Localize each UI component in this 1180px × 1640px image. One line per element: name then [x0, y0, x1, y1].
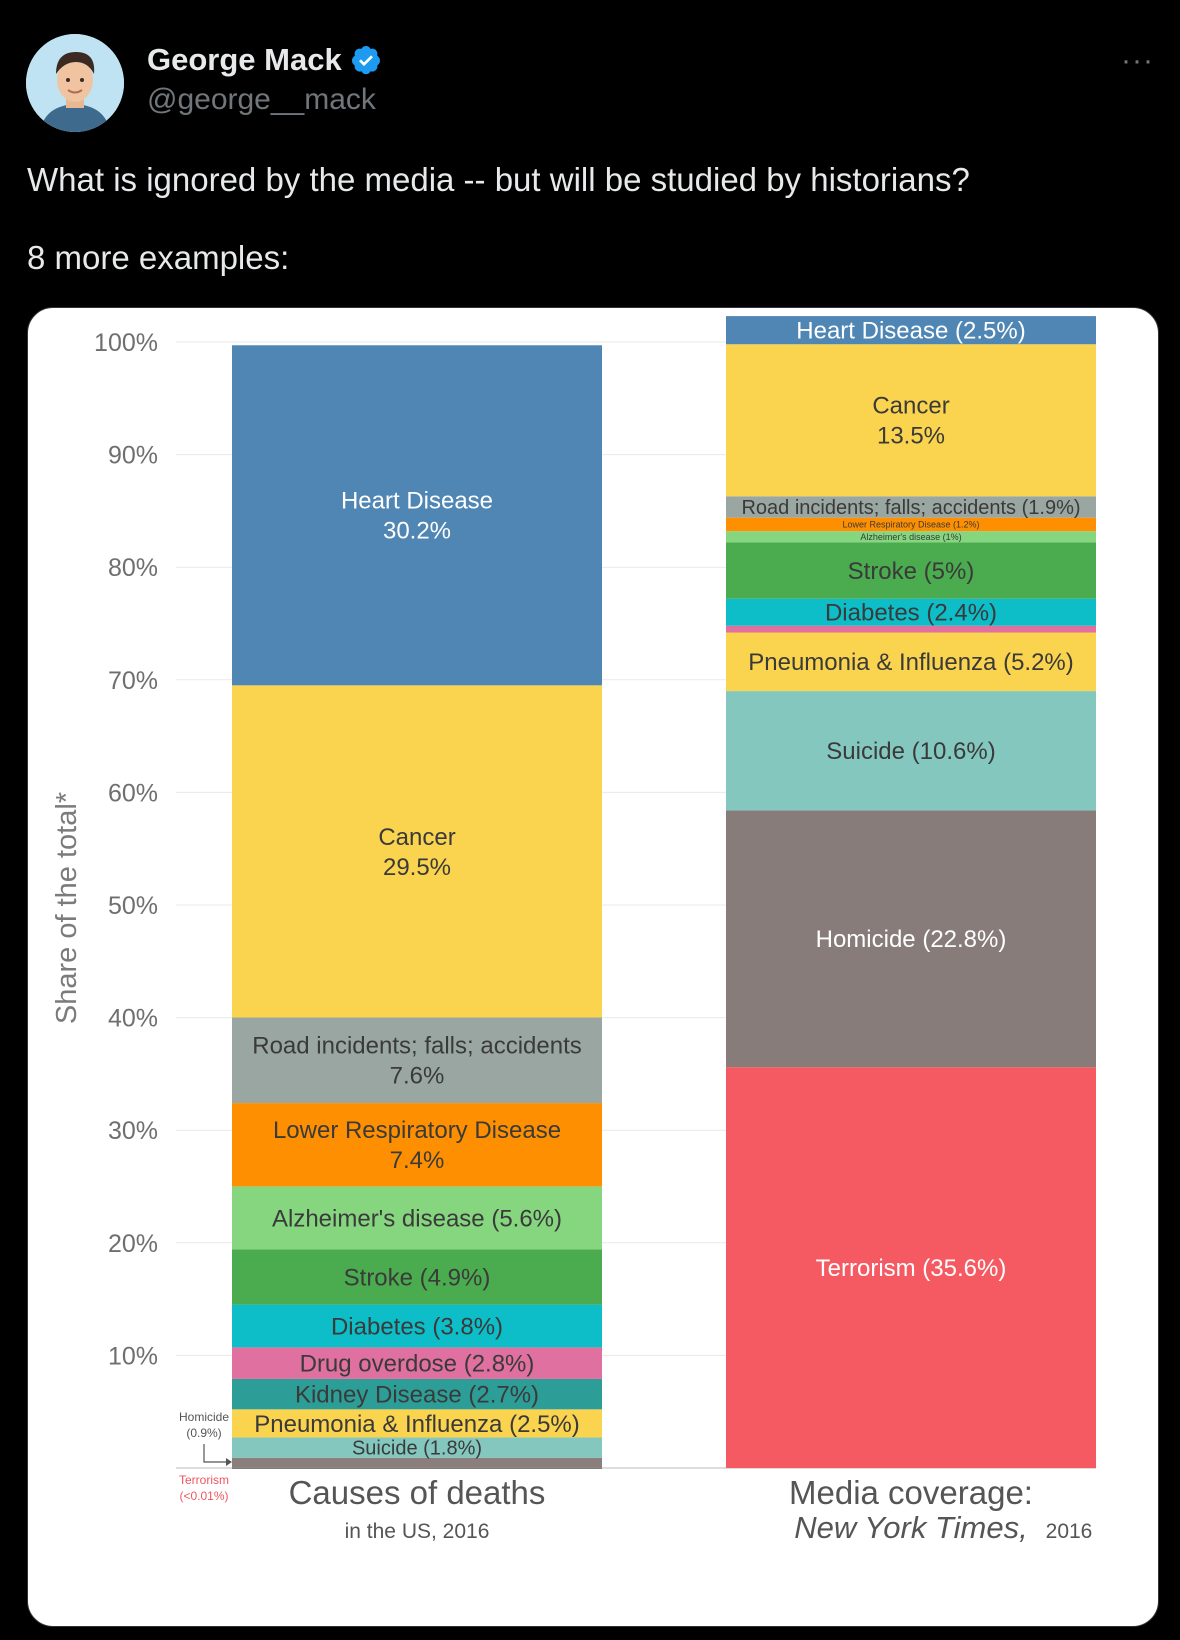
callout-arrowhead: [226, 1458, 232, 1466]
column-title: Media coverage:: [789, 1474, 1033, 1511]
segment-label: Diabetes (3.8%): [331, 1313, 503, 1340]
bar-segment: [232, 1457, 602, 1468]
more-options-icon[interactable]: ···: [1121, 44, 1154, 77]
segment-label: Suicide (10.6%): [826, 738, 995, 765]
y-tick-label: 50%: [108, 892, 158, 920]
segment-label: Pneumonia & Influenza (5.2%): [748, 649, 1074, 676]
segment-label: Pneumonia & Influenza (2.5%): [254, 1411, 580, 1438]
bar-segment: [726, 496, 1096, 518]
callout-homicide: (0.9%): [186, 1426, 221, 1440]
bar-segment: [232, 1304, 602, 1348]
y-tick-label: 10%: [108, 1342, 158, 1370]
segment-label: 7.6%: [390, 1063, 445, 1090]
bar-segment: [726, 598, 1096, 626]
callout-homicide: Homicide: [179, 1410, 229, 1424]
y-tick-label: 70%: [108, 667, 158, 695]
segment-label: Road incidents; falls; accidents: [252, 1033, 582, 1060]
bar-segment: [726, 517, 1096, 532]
stacked-bar-chart: 10% 20% 30% 40% 50% 60% 70% 80% 90% 100% Share of …: [51, 316, 1096, 1545]
segment-label: Stroke (4.9%): [344, 1264, 491, 1291]
bar-segment: [232, 1467, 602, 1469]
segment-label: Road incidents; falls; accidents (1.9%): [741, 497, 1080, 519]
callout-arrow: [203, 1444, 226, 1463]
bar-segment: [726, 632, 1096, 692]
bar-segment: [726, 542, 1096, 599]
y-tick-label: 90%: [108, 442, 158, 470]
bar-segment: [232, 1186, 602, 1250]
tweet-text-line: What is ignored by the media -- but will…: [27, 161, 970, 198]
author-name[interactable]: George Mack: [147, 42, 342, 77]
bar-segment: [232, 1017, 602, 1104]
segment-label: Terrorism (35.6%): [816, 1255, 1007, 1282]
segment-label: Kidney Disease (2.7%): [295, 1382, 539, 1409]
bar-segment: [232, 1437, 602, 1458]
y-axis-label: Share of the total*: [51, 792, 83, 1024]
segment-label: Alzheimer's disease (5.6%): [272, 1205, 562, 1232]
segment-label: 13.5%: [877, 423, 945, 450]
segment-label: 30.2%: [383, 518, 451, 545]
bar-segment: [232, 1378, 602, 1410]
segment-label: Lower Respiratory Disease: [273, 1117, 561, 1144]
tweet-text: What is ignored by the media -- but will…: [27, 160, 1147, 278]
bar-segment: [726, 344, 1096, 497]
y-tick-label: 40%: [108, 1005, 158, 1033]
column-subtitle: New York Times,: [794, 1510, 1027, 1545]
segment-label: Alzheimer's disease (1%): [860, 532, 961, 542]
y-tick-label: 80%: [108, 554, 158, 582]
segment-label: Lower Respiratory Disease (1.2%): [842, 520, 979, 530]
verified-badge-icon: [351, 46, 380, 75]
bar-segment: [726, 316, 1096, 345]
bar-segment: [726, 691, 1096, 811]
segment-label: 29.5%: [383, 854, 451, 881]
column-subtitle-year: 2016: [1046, 1520, 1093, 1543]
y-tick-label: 30%: [108, 1117, 158, 1145]
segment-label: Drug overdose (2.8%): [300, 1351, 535, 1378]
segment-label: Homicide (22.8%): [816, 926, 1007, 953]
bar-segment: [232, 345, 602, 686]
y-tick-label: 100%: [94, 329, 158, 357]
y-tick-label: 60%: [108, 779, 158, 807]
bar-segment: [726, 1067, 1096, 1468]
author-handle[interactable]: @george__mack: [147, 83, 376, 116]
callout-terrorism: (<0.01%): [179, 1489, 228, 1503]
bar-segment: [232, 1409, 602, 1438]
segment-label: Heart Disease (2.5%): [796, 318, 1025, 345]
y-tick-label: 20%: [108, 1230, 158, 1258]
column-title: Causes of deaths: [289, 1474, 546, 1511]
bar-segment: [726, 531, 1096, 543]
bar-segment: [726, 625, 1096, 633]
bar-segment: [232, 1347, 602, 1379]
bar-segment: [232, 685, 602, 1018]
segment-label: Diabetes (2.4%): [825, 600, 997, 627]
column-subtitle: in the US, 2016: [345, 1520, 490, 1543]
segment-label: Stroke (5%): [848, 558, 975, 585]
bar-segment: [232, 1249, 602, 1305]
segment-label: Heart Disease: [341, 488, 493, 515]
bar-segment: [232, 1103, 602, 1187]
bar-segment: [726, 810, 1096, 1068]
segment-label: Cancer: [872, 393, 949, 420]
tweet-image[interactable]: 10% 20% 30% 40% 50% 60% 70% 80% 90% 100% Share of …: [27, 307, 1159, 1627]
callout-terrorism: Terrorism: [179, 1473, 229, 1487]
tweet-text-line: 8 more examples:: [27, 239, 290, 276]
avatar[interactable]: [26, 34, 124, 132]
segment-label: Cancer: [378, 824, 455, 851]
segment-label: Suicide (1.8%): [352, 1438, 482, 1460]
segment-label: 7.4%: [390, 1147, 445, 1174]
